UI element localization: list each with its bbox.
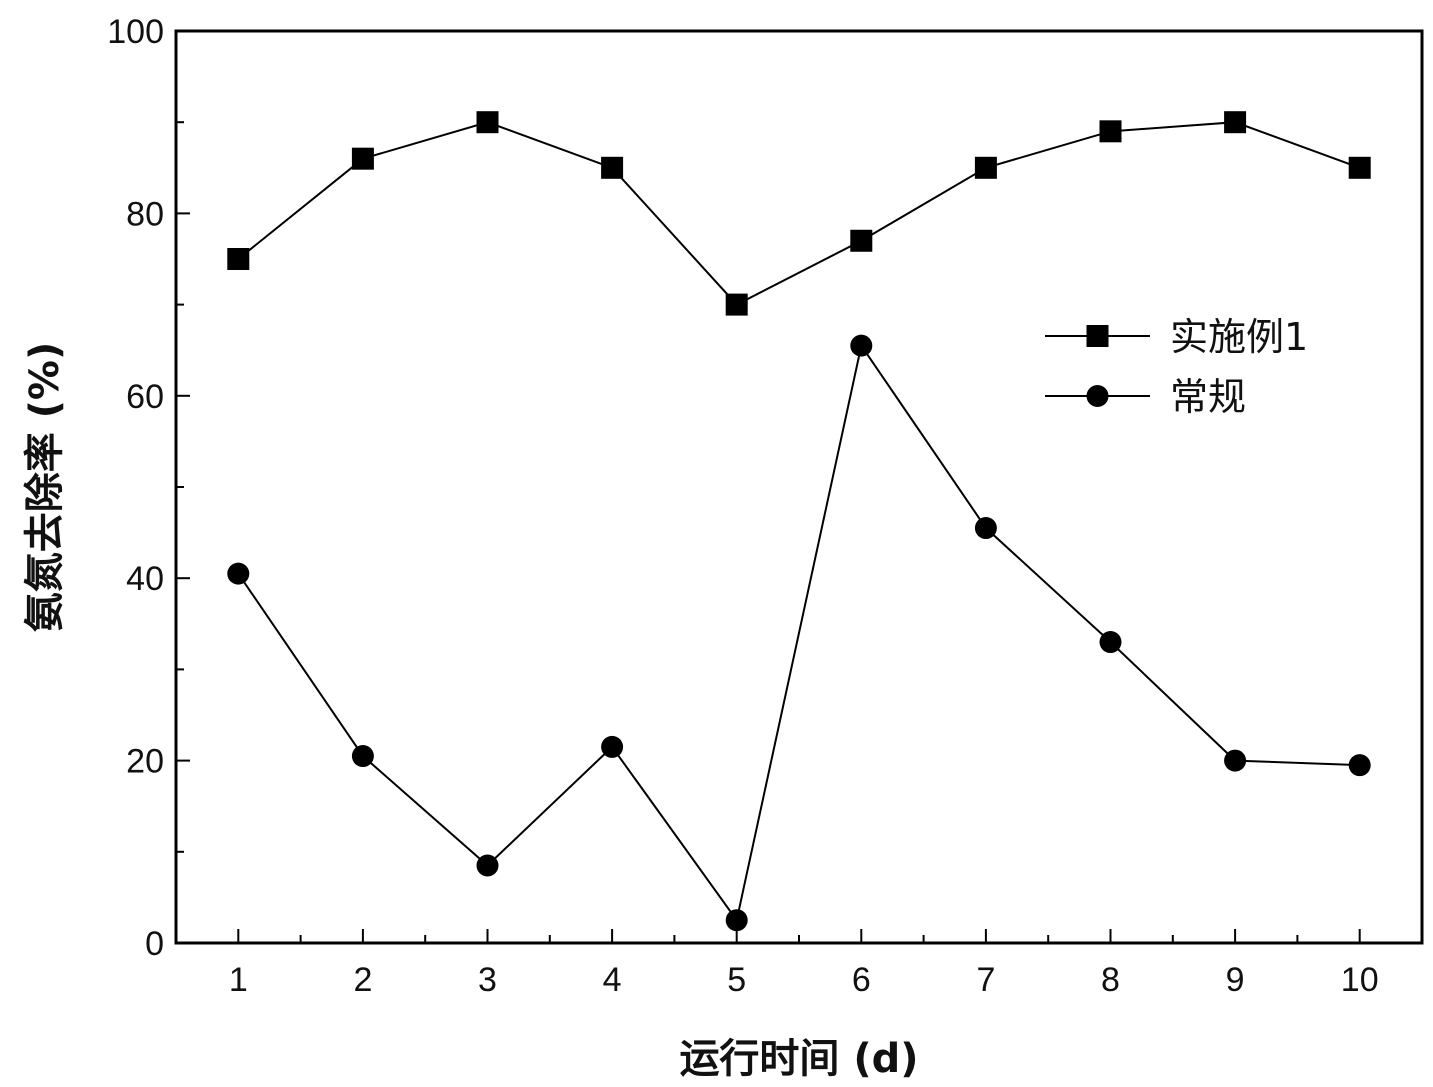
square-marker [1348, 156, 1371, 179]
circle-marker [1224, 749, 1247, 772]
legend: 实施例1 常规 [1045, 315, 1308, 419]
x-tick-label: 9 [1226, 961, 1245, 999]
y-axis: 0 20 40 60 80 100 [107, 13, 190, 963]
circle-marker [227, 562, 250, 585]
legend-circle-marker [1086, 385, 1109, 407]
y-tick-label: 60 [126, 378, 164, 416]
series-1 [227, 111, 1371, 316]
circle-marker [1099, 631, 1122, 654]
x-axis-title: 运行时间 (d) [679, 1036, 918, 1082]
circle-marker [476, 854, 499, 877]
circle-marker [850, 334, 873, 357]
y-tick-label: 40 [126, 560, 164, 598]
legend-label: 常规 [1170, 375, 1246, 419]
square-marker [725, 293, 748, 316]
square-marker [974, 156, 997, 179]
y-tick-label: 100 [107, 13, 164, 51]
square-marker [1224, 111, 1247, 134]
square-marker [850, 229, 873, 252]
square-marker [351, 147, 374, 170]
circle-marker [1348, 754, 1371, 777]
y-tick-label: 80 [126, 195, 164, 233]
x-tick-label: 10 [1341, 961, 1379, 999]
x-tick-label: 8 [1101, 961, 1120, 999]
square-marker [227, 248, 250, 270]
legend-label: 实施例1 [1170, 315, 1308, 359]
square-marker [1099, 120, 1122, 143]
series-2 [227, 334, 1371, 932]
y-axis-title: 氨氮去除率 (%) [22, 342, 68, 633]
x-tick-label: 1 [229, 961, 248, 999]
x-tick-label: 6 [852, 961, 871, 999]
x-tick-label: 7 [976, 961, 995, 999]
x-tick-label: 3 [478, 961, 497, 999]
x-tick-label: 4 [603, 961, 622, 999]
circle-marker [601, 735, 624, 758]
series-line [237, 121, 1361, 306]
square-marker [601, 156, 624, 179]
circle-marker [974, 517, 997, 540]
circle-marker [725, 909, 748, 932]
series-line [237, 343, 1360, 923]
y-tick-label: 20 [126, 743, 164, 781]
series-layer [227, 111, 1371, 932]
y-tick-label: 0 [145, 925, 164, 963]
circle-marker [351, 745, 374, 768]
x-axis: 1 2 3 4 5 6 7 8 9 10 [229, 929, 1379, 999]
square-marker [476, 111, 499, 134]
x-tick-label: 5 [727, 961, 746, 999]
legend-square-marker [1086, 325, 1109, 347]
x-tick-label: 2 [353, 961, 372, 999]
